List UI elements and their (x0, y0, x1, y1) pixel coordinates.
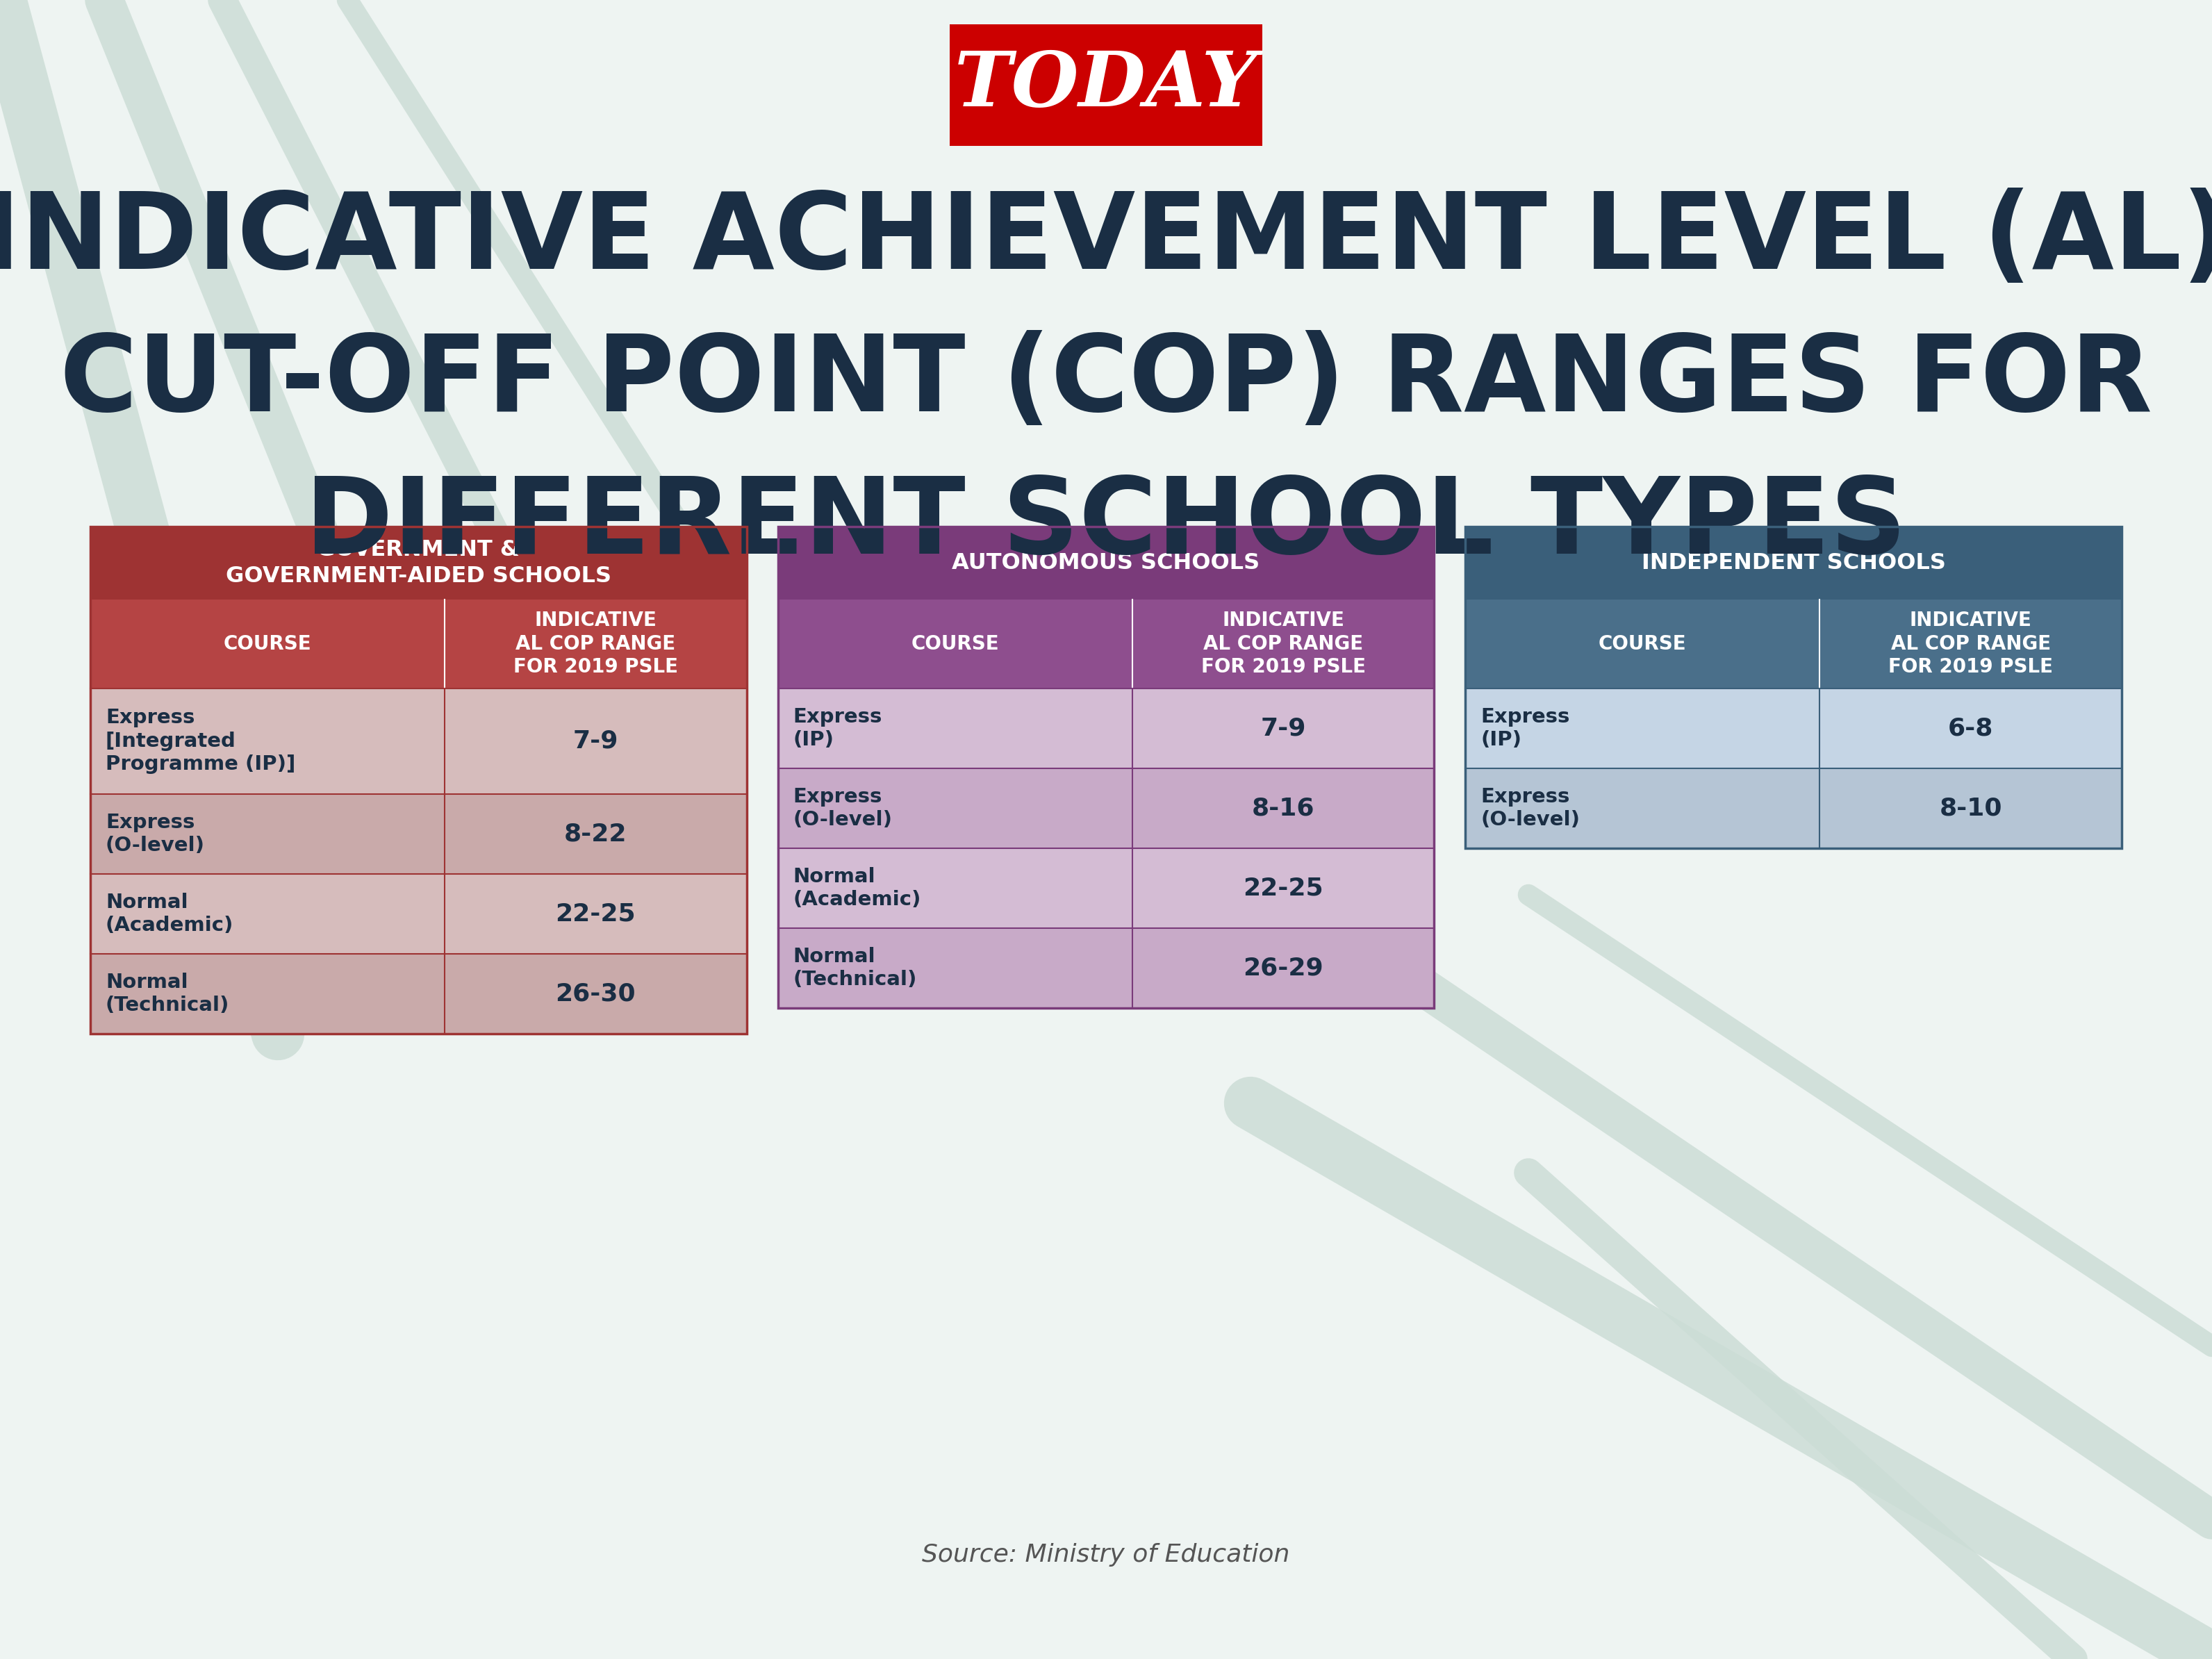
FancyBboxPatch shape (91, 688, 445, 795)
Text: 8-22: 8-22 (564, 823, 626, 846)
FancyBboxPatch shape (445, 954, 748, 1034)
FancyBboxPatch shape (91, 526, 748, 599)
Text: INDICATIVE ACHIEVEMENT LEVEL (AL): INDICATIVE ACHIEVEMENT LEVEL (AL) (0, 187, 2212, 290)
Text: COURSE: COURSE (1599, 634, 1686, 654)
Text: 22-25: 22-25 (1243, 876, 1323, 901)
FancyBboxPatch shape (91, 954, 445, 1034)
Text: Normal
(Academic): Normal (Academic) (106, 893, 234, 936)
Text: Express
[Integrated
Programme (IP)]: Express [Integrated Programme (IP)] (106, 708, 296, 775)
Text: COURSE: COURSE (223, 634, 312, 654)
FancyBboxPatch shape (445, 795, 748, 874)
FancyBboxPatch shape (1464, 526, 2121, 599)
Text: 26-29: 26-29 (1243, 956, 1323, 980)
FancyBboxPatch shape (949, 25, 1263, 146)
Text: DIFFERENT SCHOOL TYPES: DIFFERENT SCHOOL TYPES (305, 473, 1907, 576)
FancyBboxPatch shape (779, 688, 1133, 768)
Text: INDICATIVE
AL COP RANGE
FOR 2019 PSLE: INDICATIVE AL COP RANGE FOR 2019 PSLE (1201, 611, 1365, 677)
FancyBboxPatch shape (779, 848, 1133, 927)
Text: Express
(O-level): Express (O-level) (794, 786, 891, 830)
FancyBboxPatch shape (779, 768, 1133, 848)
Text: GOVERNMENT &
GOVERNMENT-AIDED SCHOOLS: GOVERNMENT & GOVERNMENT-AIDED SCHOOLS (226, 539, 611, 587)
Text: Express
(IP): Express (IP) (1480, 707, 1571, 750)
Text: COURSE: COURSE (911, 634, 1000, 654)
FancyBboxPatch shape (1133, 688, 1433, 768)
Text: Express
(IP): Express (IP) (794, 707, 883, 750)
Text: Normal
(Academic): Normal (Academic) (794, 868, 920, 909)
Text: 22-25: 22-25 (555, 902, 635, 926)
Text: Normal
(Technical): Normal (Technical) (106, 972, 230, 1015)
FancyBboxPatch shape (1133, 927, 1433, 1009)
FancyBboxPatch shape (91, 599, 445, 688)
Text: AUTONOMOUS SCHOOLS: AUTONOMOUS SCHOOLS (951, 552, 1261, 574)
FancyBboxPatch shape (445, 688, 748, 795)
Text: TODAY: TODAY (956, 48, 1256, 123)
Text: INDICATIVE
AL COP RANGE
FOR 2019 PSLE: INDICATIVE AL COP RANGE FOR 2019 PSLE (1889, 611, 2053, 677)
FancyBboxPatch shape (779, 927, 1133, 1009)
FancyBboxPatch shape (1820, 688, 2121, 768)
Text: Normal
(Technical): Normal (Technical) (794, 947, 918, 989)
FancyBboxPatch shape (1133, 768, 1433, 848)
FancyBboxPatch shape (779, 599, 1133, 688)
Text: Express
(O-level): Express (O-level) (1480, 786, 1579, 830)
FancyBboxPatch shape (1464, 768, 1820, 848)
FancyBboxPatch shape (445, 874, 748, 954)
Text: INDICATIVE
AL COP RANGE
FOR 2019 PSLE: INDICATIVE AL COP RANGE FOR 2019 PSLE (513, 611, 677, 677)
Text: 7-9: 7-9 (1261, 717, 1305, 740)
Text: Express
(O-level): Express (O-level) (106, 813, 206, 856)
FancyBboxPatch shape (1464, 688, 1820, 768)
FancyBboxPatch shape (91, 874, 445, 954)
Text: 26-30: 26-30 (555, 982, 635, 1005)
FancyBboxPatch shape (1820, 768, 2121, 848)
Text: 8-10: 8-10 (1940, 796, 2002, 820)
Text: 6-8: 6-8 (1949, 717, 1993, 740)
Text: 8-16: 8-16 (1252, 796, 1314, 820)
Text: INDEPENDENT SCHOOLS: INDEPENDENT SCHOOLS (1641, 552, 1947, 574)
Text: CUT-OFF POINT (COP) RANGES FOR: CUT-OFF POINT (COP) RANGES FOR (60, 330, 2152, 433)
FancyBboxPatch shape (779, 526, 1433, 599)
FancyBboxPatch shape (1133, 599, 1433, 688)
Text: Source: Ministry of Education: Source: Ministry of Education (922, 1543, 1290, 1566)
FancyBboxPatch shape (1820, 599, 2121, 688)
FancyBboxPatch shape (1133, 848, 1433, 927)
FancyBboxPatch shape (445, 599, 748, 688)
Text: 7-9: 7-9 (573, 730, 619, 753)
FancyBboxPatch shape (91, 795, 445, 874)
FancyBboxPatch shape (1464, 599, 1820, 688)
